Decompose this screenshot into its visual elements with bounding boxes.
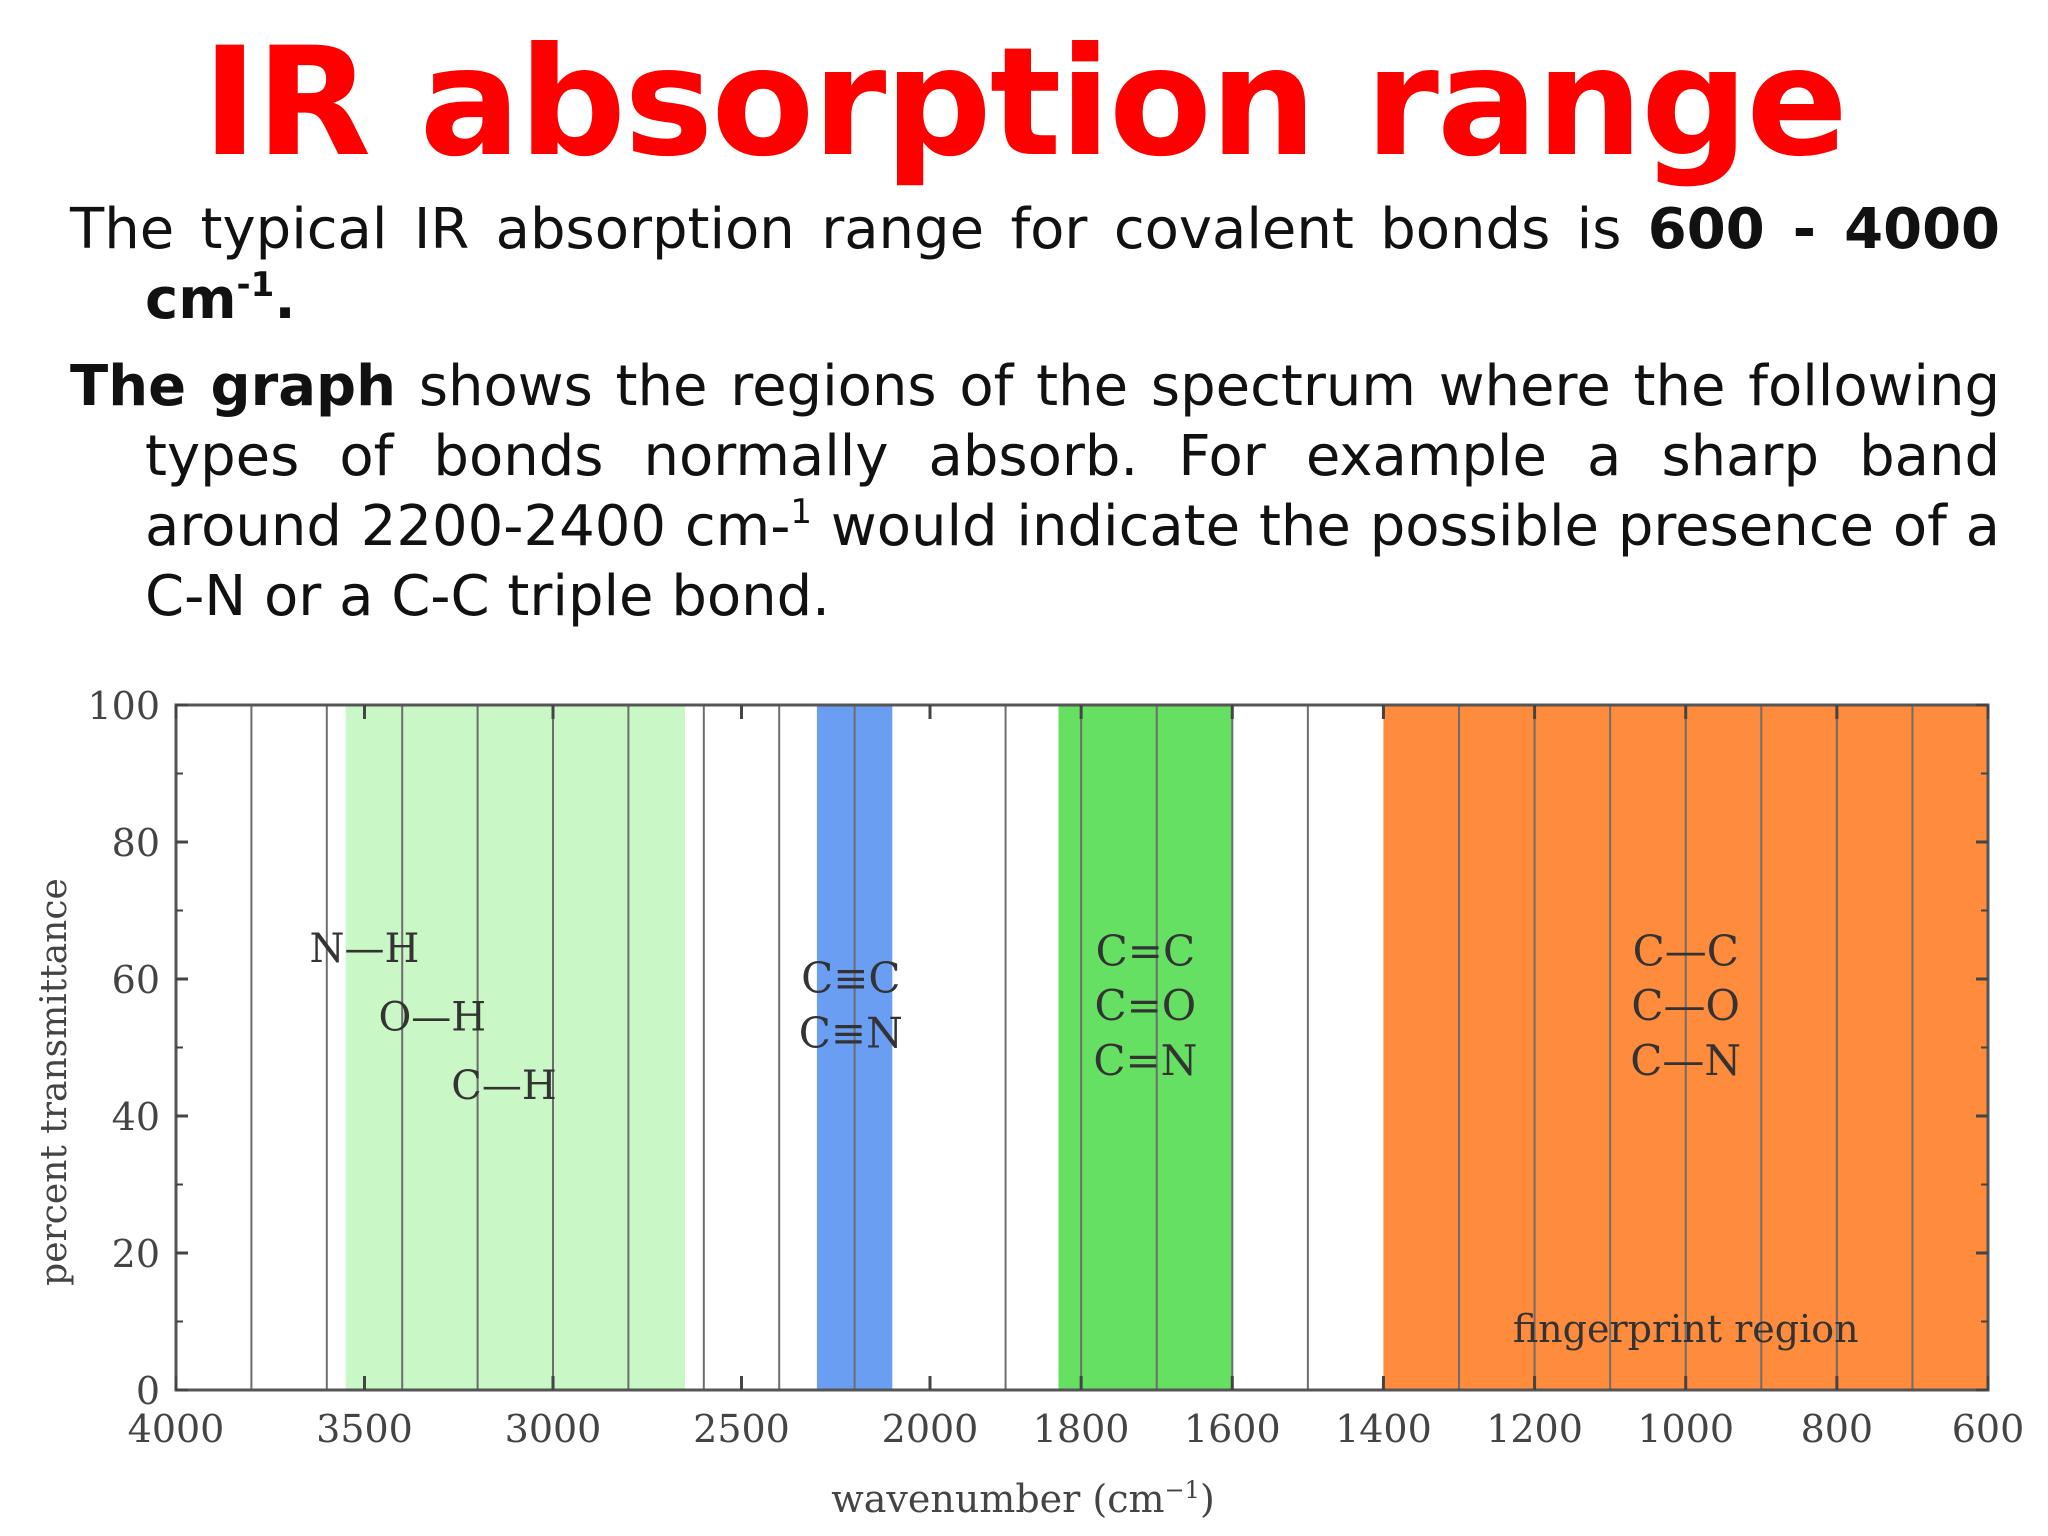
x-tick-label: 1000 [1637,1407,1734,1451]
chart-region-labels: N—H O—H C—H C≡C C≡N C=C C=O C=N C—C C—O C—N fingerp… [310,926,1859,1351]
region-label: C=C [1096,926,1195,975]
x-tick-label: 600 [1952,1407,2025,1451]
region-label: C—O [1631,981,1740,1030]
intro-range-bold: 600 - 4000 cm [145,197,2000,332]
y-tick-label: 40 [112,1095,160,1139]
y-axis-title: percent transmittance [34,878,75,1286]
graph-text-1: shows the regions of the spectrum where … [145,354,2000,559]
region-label: O—H [379,994,487,1040]
y-tick-label: 0 [136,1369,160,1413]
region-label: N—H [310,926,420,972]
y-tick-label: 100 [87,684,160,728]
x-axis-title-sup: −1 [1165,1476,1200,1504]
y-tick-label: 60 [112,958,160,1002]
x-tick-label: 1600 [1184,1407,1281,1451]
x-axis-title-end: ) [1200,1477,1215,1521]
graph-bold-lead: The graph [70,354,397,419]
y-tick-label: 80 [112,821,160,865]
x-tick-label: 4000 [128,1407,225,1451]
x-tick-label: 2000 [882,1407,979,1451]
x-tick-label: 800 [1801,1407,1874,1451]
x-tick-label: 1800 [1033,1407,1130,1451]
graph-text-sup: 1 [790,492,813,532]
graph-text-2: would indicate the possible presence of … [145,494,2000,629]
region-label: C—H [451,1063,557,1109]
region-band-2 [1058,705,1233,1390]
x-tick-label: 1200 [1486,1407,1583,1451]
chart-gridlines [250,705,1914,1390]
fingerprint-annotation: fingerprint region [1513,1307,1859,1351]
ir-absorption-chart: N—H O—H C—H C≡C C≡N C=C C=O C=N C—C C—O C—N fingerp… [34,684,2024,1521]
graph-paragraph: The graph shows the regions of the spect… [70,352,2000,632]
region-label: C=O [1094,981,1196,1030]
x-tick-label: 3000 [505,1407,602,1451]
x-tick-label: 2500 [693,1407,790,1451]
x-axis-title-main: wavenumber (cm [831,1477,1164,1521]
intro-text: The typical IR absorption range for cova… [70,197,1648,262]
region-label: C=N [1093,1036,1197,1085]
x-axis-title: wavenumber (cm−1) [831,1476,1215,1521]
intro-range-sup: -1 [236,265,275,305]
chart-ticks: 0 20 40 60 80 100 4000 3500 3000 2500 2000 1800 1600… [87,684,2024,1451]
y-tick-label: 20 [112,1232,160,1276]
region-label: C—C [1633,926,1739,975]
region-band-0 [345,705,685,1390]
x-tick-label: 3500 [316,1407,413,1451]
slide-title: IR absorption range [201,16,1848,190]
intro-period: . [274,267,296,332]
region-label: C≡C [801,954,900,1003]
region-label: C≡N [799,1009,903,1058]
intro-paragraph: The typical IR absorption range for cova… [70,195,2000,335]
x-tick-label: 1400 [1335,1407,1432,1451]
region-label: C—N [1630,1036,1741,1085]
